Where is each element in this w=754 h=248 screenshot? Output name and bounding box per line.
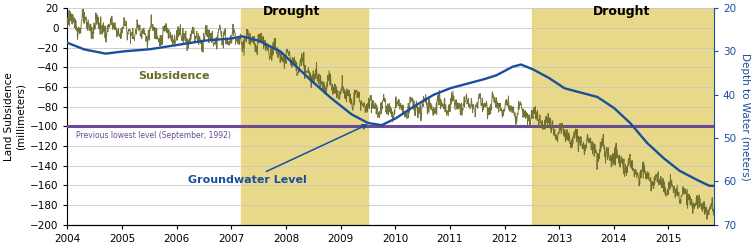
Text: Groundwater Level: Groundwater Level <box>188 125 366 186</box>
Text: Previous lowest level (September, 1992): Previous lowest level (September, 1992) <box>75 131 231 140</box>
Bar <box>532 8 714 225</box>
Bar <box>241 8 368 225</box>
Text: Drought: Drought <box>593 5 651 18</box>
Y-axis label: Land Subsidence
(millimeters): Land Subsidence (millimeters) <box>5 72 26 161</box>
Y-axis label: Depth to Water (meters): Depth to Water (meters) <box>740 53 749 180</box>
Text: Drought: Drought <box>263 5 320 18</box>
Text: Subsidence: Subsidence <box>139 71 210 81</box>
